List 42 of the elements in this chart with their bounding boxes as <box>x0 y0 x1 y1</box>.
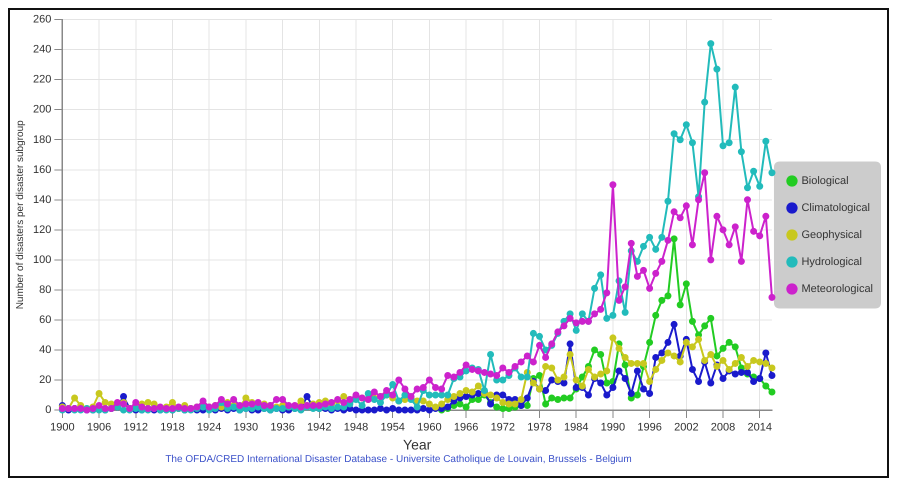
legend-label: Geophysical <box>801 229 862 242</box>
x-tick-label: 1912 <box>124 422 148 434</box>
x-tick-label: 1960 <box>417 422 442 434</box>
x-tick-label: 1954 <box>380 422 405 434</box>
y-tick-label: 220 <box>32 74 52 86</box>
x-tick-label: 1906 <box>86 422 112 434</box>
x-tick-label: 1900 <box>50 422 75 434</box>
x-axis-title: Year <box>403 436 432 452</box>
y-tick-label: 260 <box>32 14 52 26</box>
text: The OFDA/CRED International Disaster Database - Universite Catholique de Louvain, Brussels - Belgium <box>164 454 633 465</box>
x-tick-label: 2002 <box>674 422 699 434</box>
x-tick-label: 1942 <box>307 422 332 434</box>
x-tick-label: 2008 <box>710 422 736 434</box>
y-tick-label: 200 <box>32 104 52 116</box>
y-tick-label: 20 <box>39 374 52 386</box>
y-tick-label: 180 <box>32 134 52 146</box>
legend-label: Climatological <box>801 202 870 214</box>
legend-label: Meteorological <box>801 283 874 296</box>
y-tick-label: 80 <box>39 284 52 296</box>
x-tick-label: 1948 <box>344 422 368 434</box>
x-tick-label: 1984 <box>564 422 588 434</box>
x-tick-label: 1990 <box>600 422 626 434</box>
x-tick-label: 1924 <box>196 422 222 434</box>
x-tick-label: 1918 <box>160 422 185 434</box>
x-tick-label: 1996 <box>637 422 662 434</box>
y-tick-label: 240 <box>32 44 52 56</box>
y-tick-label: 60 <box>39 314 52 326</box>
legend-label: Hydrological <box>801 256 862 268</box>
x-tick-label: 1972 <box>490 422 516 434</box>
y-tick-label: 160 <box>32 164 52 176</box>
x-tick-label: 2014 <box>747 422 772 434</box>
x-tick-label: 1978 <box>527 422 552 434</box>
x-tick-label: 1930 <box>234 422 258 434</box>
y-tick-label: 0 <box>45 404 52 416</box>
y-tick-label: 40 <box>39 344 52 356</box>
legend-label: Biological <box>801 175 849 188</box>
y-axis-title: Number of disasters per disaster subgroup <box>14 120 26 310</box>
x-tick-label: 1936 <box>270 422 295 434</box>
y-tick-label: 120 <box>32 224 52 236</box>
x-tick-label: 1966 <box>454 422 478 434</box>
y-tick-label: 140 <box>32 194 52 206</box>
y-tick-label: 100 <box>32 254 52 266</box>
